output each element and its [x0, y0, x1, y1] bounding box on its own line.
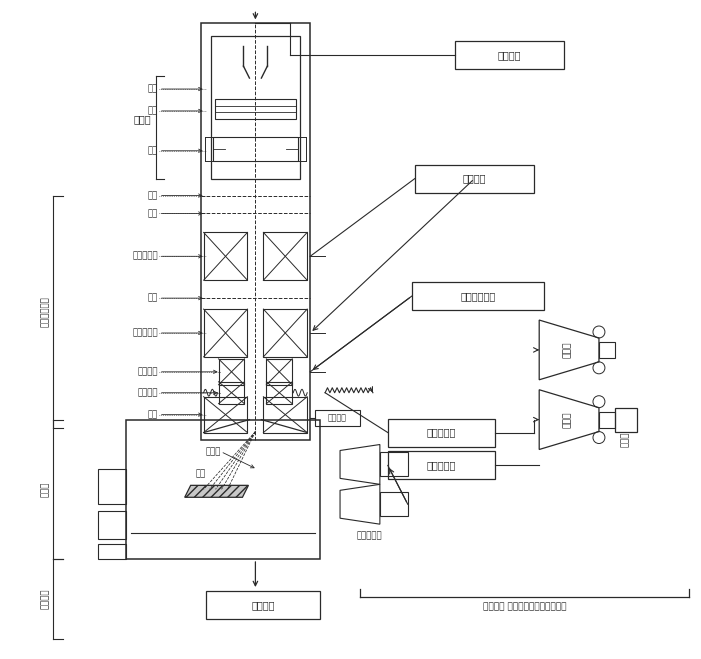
Text: 第一聚光镜: 第一聚光镜 [132, 252, 158, 261]
Text: 信号检测 放大显示系统及电源系统: 信号检测 放大显示系统及电源系统 [482, 602, 566, 612]
Text: 显象管: 显象管 [563, 411, 571, 428]
Text: 照相机: 照相机 [621, 432, 630, 447]
Text: 第二聚光镜: 第二聚光镜 [132, 328, 158, 337]
Text: 物镜光阑: 物镜光阑 [327, 413, 346, 422]
Text: 光阑: 光阑 [148, 191, 158, 200]
Polygon shape [184, 485, 248, 498]
Text: 光阑: 光阑 [148, 294, 158, 302]
Text: 透镜电源: 透镜电源 [463, 173, 486, 184]
Text: 真空系统: 真空系统 [41, 588, 50, 609]
Text: 电子束: 电子束 [205, 447, 221, 456]
Text: 阳极: 阳极 [148, 146, 158, 156]
Text: 扫描线圈: 扫描线圈 [137, 388, 158, 397]
Text: 阴极: 阴极 [148, 84, 158, 94]
Text: 试样: 试样 [196, 469, 206, 478]
Text: 栅极: 栅极 [148, 106, 158, 115]
Text: 物镜: 物镜 [148, 410, 158, 419]
Text: 高压电源: 高压电源 [498, 50, 521, 60]
Text: 光阑: 光阑 [148, 209, 158, 218]
Text: 扫描发生器: 扫描发生器 [427, 428, 456, 438]
Text: 消象散器: 消象散器 [137, 367, 158, 376]
Text: 样品室: 样品室 [41, 482, 50, 497]
Text: 显象管: 显象管 [563, 341, 571, 358]
Text: 光电倍增管: 光电倍增管 [357, 532, 383, 540]
Text: 电子枪: 电子枪 [133, 115, 151, 125]
Text: 消象散器电源: 消象散器电源 [461, 291, 496, 301]
Text: 电子光学镜筒: 电子光学镜筒 [41, 296, 50, 327]
Text: 真空系统: 真空系统 [251, 600, 275, 610]
Text: 视频放大器: 视频放大器 [427, 461, 456, 471]
